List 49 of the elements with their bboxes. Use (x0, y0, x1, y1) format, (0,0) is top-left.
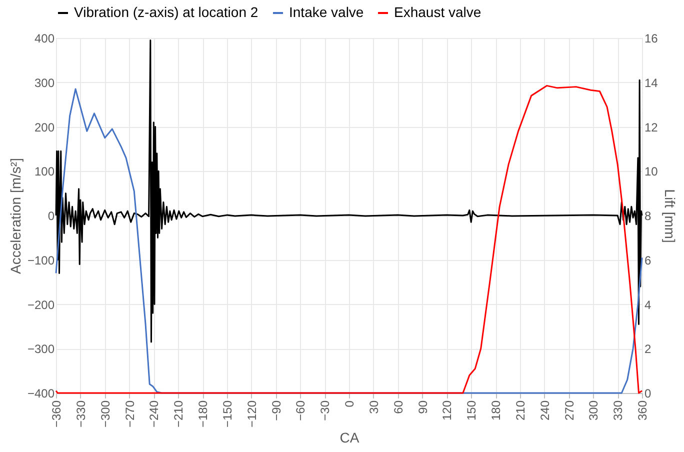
x-tick-label: 60 (391, 400, 406, 414)
x-tick-label: −270 (122, 400, 137, 428)
y-tick-label: −100 (27, 253, 55, 268)
x-tick-label: −180 (196, 400, 210, 428)
x-tick-label: −300 (98, 400, 112, 428)
x-tick-label: −30 (318, 400, 332, 421)
x-tick-label: −210 (172, 400, 186, 428)
y-axis-title: Acceleration [m/s²] (7, 158, 24, 274)
x-tick-label: −120 (244, 400, 259, 428)
x-tick-label: −360 (50, 400, 64, 428)
y2-tick-label: 4 (644, 298, 652, 312)
y-tick-label: −200 (27, 298, 55, 312)
x-tick-label: −330 (74, 400, 88, 428)
y2-tick-label: 0 (644, 386, 652, 400)
y-tick-label: 400 (34, 32, 55, 46)
x-tick-label: 330 (611, 400, 626, 421)
x-tick-label: 120 (440, 400, 454, 421)
x-tick-label: −240 (147, 400, 162, 428)
y2-tick-label: 14 (644, 76, 658, 90)
y2-tick-label: 8 (644, 209, 652, 223)
x-tick-label: −150 (220, 400, 234, 428)
x-tick-label: 210 (513, 400, 528, 421)
x-tick-label: 0 (342, 400, 356, 408)
x-tick-label: 240 (538, 400, 552, 421)
y2-tick-label: 2 (644, 342, 652, 356)
y-tick-label: 200 (34, 120, 55, 134)
x-tick-label: 300 (586, 400, 601, 421)
legend-label: Vibration (z-axis) at location 2 (74, 4, 258, 20)
x-tick-label: 90 (416, 400, 430, 414)
y2-tick-label: 6 (644, 253, 652, 268)
y-tick-label: 0 (48, 209, 55, 223)
x-tick-label: 150 (464, 400, 479, 421)
legend-label: Intake valve (289, 4, 364, 20)
y2-axis-title: Lift [mm] (662, 189, 678, 243)
y-tick-label: 300 (34, 76, 55, 90)
y2-tick-label: 10 (644, 164, 658, 179)
y-tick-label: −400 (27, 386, 55, 400)
y-tick-label: −300 (27, 342, 55, 356)
x-tick-label: −60 (294, 400, 308, 421)
y2-tick-label: 12 (644, 120, 658, 134)
x-tick-label: 180 (489, 400, 503, 421)
y-tick-label: 100 (34, 164, 55, 179)
x-tick-label: 360 (636, 400, 650, 421)
y2-tick-label: 16 (644, 32, 658, 46)
legend-label: Exhaust valve (394, 4, 482, 20)
x-tick-label: −90 (269, 400, 284, 421)
x-tick-label: 270 (562, 400, 576, 421)
x-axis-title: CA (340, 430, 360, 446)
x-tick-label: 30 (366, 400, 381, 414)
